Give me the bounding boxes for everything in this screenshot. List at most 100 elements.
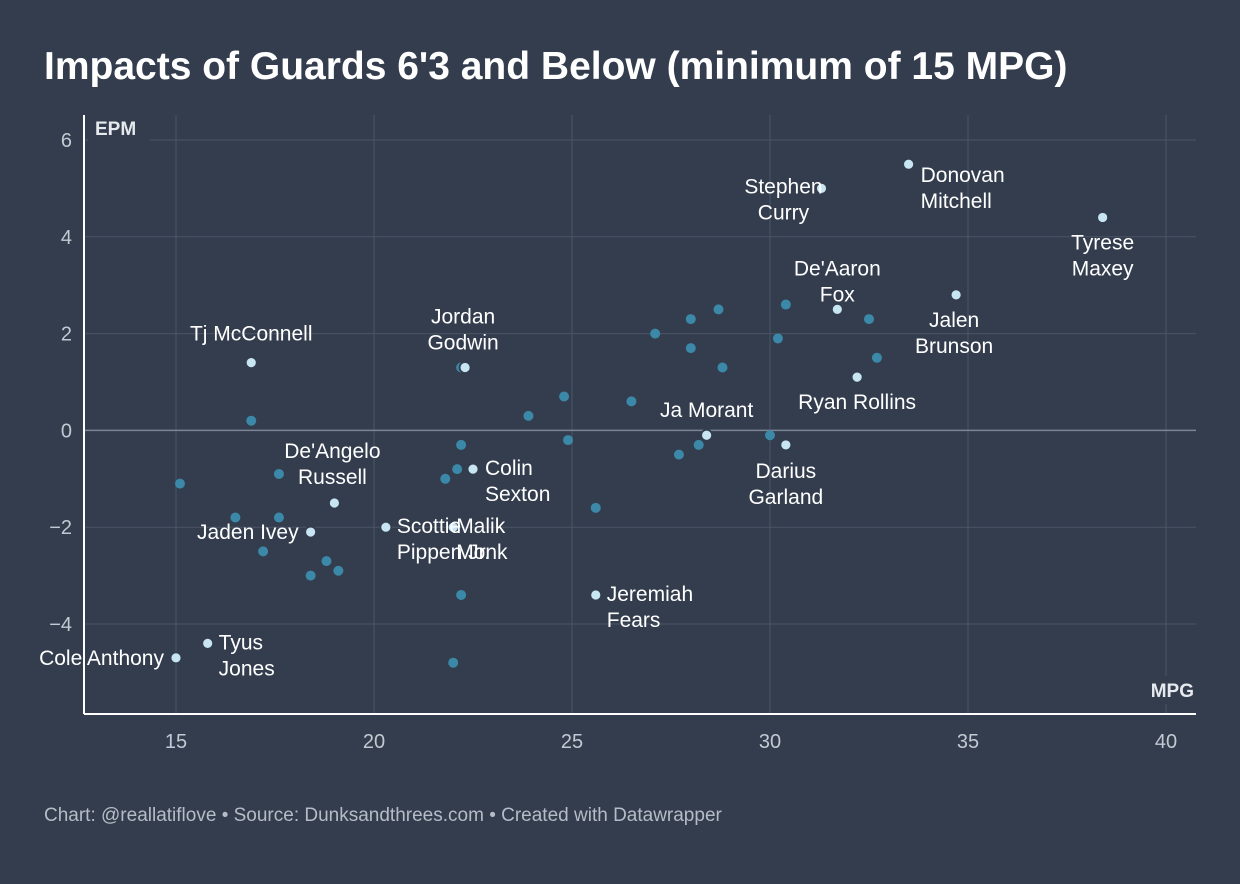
data-point xyxy=(871,352,882,363)
data-point xyxy=(685,314,696,325)
data-point xyxy=(685,343,696,354)
point-label: Ja Morant xyxy=(660,399,754,422)
point-label-line: Jordan xyxy=(431,305,495,328)
point-labels: Donovan Mitchell Stephen Curry Tyrese Maxey De… xyxy=(39,164,1134,680)
point-label: De'Aaron Fox xyxy=(794,257,881,306)
point-label-line: Brunson xyxy=(915,335,993,358)
data-point xyxy=(523,410,534,421)
highlight-point xyxy=(304,525,318,539)
point-label-line: Monk xyxy=(456,541,508,564)
highlight-point xyxy=(949,288,963,302)
data-point xyxy=(559,391,570,402)
point-label-line: Russell xyxy=(298,466,367,489)
highlight-point xyxy=(458,361,472,374)
point-label-line: Ja Morant xyxy=(660,399,754,422)
point-label-line: De'Aaron xyxy=(794,257,881,280)
highlight-point xyxy=(244,356,258,370)
point-label: Scottie Pippen Jr. xyxy=(397,515,490,564)
point-label-line: Mitchell xyxy=(921,190,992,213)
x-axis-title: MPG xyxy=(1151,681,1194,702)
point-label-line: Scottie xyxy=(397,515,461,538)
highlight-point xyxy=(589,588,603,602)
point-label: Tyrese Maxey xyxy=(1071,231,1134,280)
highlight-point xyxy=(850,370,864,384)
chart-title: Impacts of Guards 6'3 and Below (minimum… xyxy=(44,45,1068,88)
data-point xyxy=(456,439,467,450)
highlight-point xyxy=(169,651,183,665)
highlight-point xyxy=(1096,211,1110,224)
tick-labels: 15 20 25 30 35 40 −4 −2 0 2 4 6 xyxy=(49,130,1177,753)
data-point xyxy=(693,439,704,450)
point-label: Darius Garland xyxy=(748,460,823,509)
point-label-line: Pippen Jr. xyxy=(397,541,490,564)
y-tick-label: −2 xyxy=(49,517,72,539)
x-tick-label: 40 xyxy=(1155,731,1177,753)
data-point xyxy=(717,362,728,373)
point-label: Malik Monk xyxy=(456,515,508,564)
point-label-line: Tj McConnell xyxy=(190,323,313,346)
point-label-line: Darius xyxy=(755,460,816,483)
point-label-line: Malik xyxy=(456,515,506,538)
point-label: Stephen Curry xyxy=(744,175,822,224)
x-tick-label: 35 xyxy=(957,731,979,753)
y-axis-title-bg xyxy=(88,116,150,142)
data-points xyxy=(169,157,1110,668)
highlight-point xyxy=(327,496,341,510)
data-point xyxy=(673,449,684,460)
y-tick-label: 4 xyxy=(61,227,72,249)
y-tick-label: −4 xyxy=(49,614,72,636)
point-label-line: Ryan Rollins xyxy=(798,391,916,414)
data-point xyxy=(440,473,451,484)
point-label-line: Tyrese xyxy=(1071,231,1134,254)
point-label-line: Fears xyxy=(607,609,661,632)
point-label-line: Sexton xyxy=(485,483,550,506)
data-point xyxy=(333,565,344,576)
highlight-point xyxy=(902,157,915,171)
highlight-point xyxy=(779,438,793,452)
point-label-line: Jalen xyxy=(929,309,979,332)
y-tick-label: 2 xyxy=(61,324,72,346)
point-label-line: Jaden Ivey xyxy=(197,521,299,544)
data-point xyxy=(780,299,791,310)
data-point xyxy=(273,512,284,523)
x-axis-title-bg xyxy=(1136,676,1194,704)
y-tick-label: 0 xyxy=(61,420,72,442)
data-point xyxy=(230,512,241,523)
highlight-point xyxy=(201,636,215,650)
point-label-line: Curry xyxy=(758,201,810,224)
grid-lines xyxy=(84,115,1196,714)
highlight-point xyxy=(830,302,844,316)
point-label-line: Colin xyxy=(485,457,533,480)
x-tick-label: 30 xyxy=(759,731,781,753)
point-label: Tj McConnell xyxy=(190,323,313,346)
data-point xyxy=(590,502,601,513)
point-label: De'Angelo Russell xyxy=(284,440,380,489)
chart-footer: Chart: @reallatiflove • Source: Dunksand… xyxy=(44,805,722,826)
highlight-point xyxy=(466,462,480,476)
point-label-line: Maxey xyxy=(1072,257,1134,280)
point-label: Donovan Mitchell xyxy=(921,164,1005,213)
data-point xyxy=(864,314,874,325)
data-point xyxy=(650,328,661,339)
point-label: Jeremiah Fears xyxy=(607,583,693,632)
data-point xyxy=(563,435,574,446)
axes: EPM MPG xyxy=(83,115,1196,715)
data-point xyxy=(448,657,459,668)
data-point xyxy=(273,468,284,479)
data-point xyxy=(452,464,463,475)
data-point xyxy=(174,478,185,489)
data-point xyxy=(258,546,269,557)
point-label-line: Stephen xyxy=(744,175,822,198)
point-label-line: Tyus xyxy=(219,631,263,654)
highlight-point xyxy=(700,428,714,442)
point-label-line: Godwin xyxy=(427,331,498,354)
data-point xyxy=(713,304,724,315)
scatter-chart: EPM MPG 15 20 25 30 35 40 −4 −2 0 2 4 6 Donovan Mitch… xyxy=(39,115,1196,753)
data-point xyxy=(321,556,332,567)
point-label: Cole Anthony xyxy=(39,647,164,670)
data-point xyxy=(246,415,257,426)
y-tick-label: 6 xyxy=(61,130,72,152)
x-tick-label: 25 xyxy=(561,731,583,753)
point-label-line: Cole Anthony xyxy=(39,647,164,670)
point-label: Ryan Rollins xyxy=(798,391,916,414)
